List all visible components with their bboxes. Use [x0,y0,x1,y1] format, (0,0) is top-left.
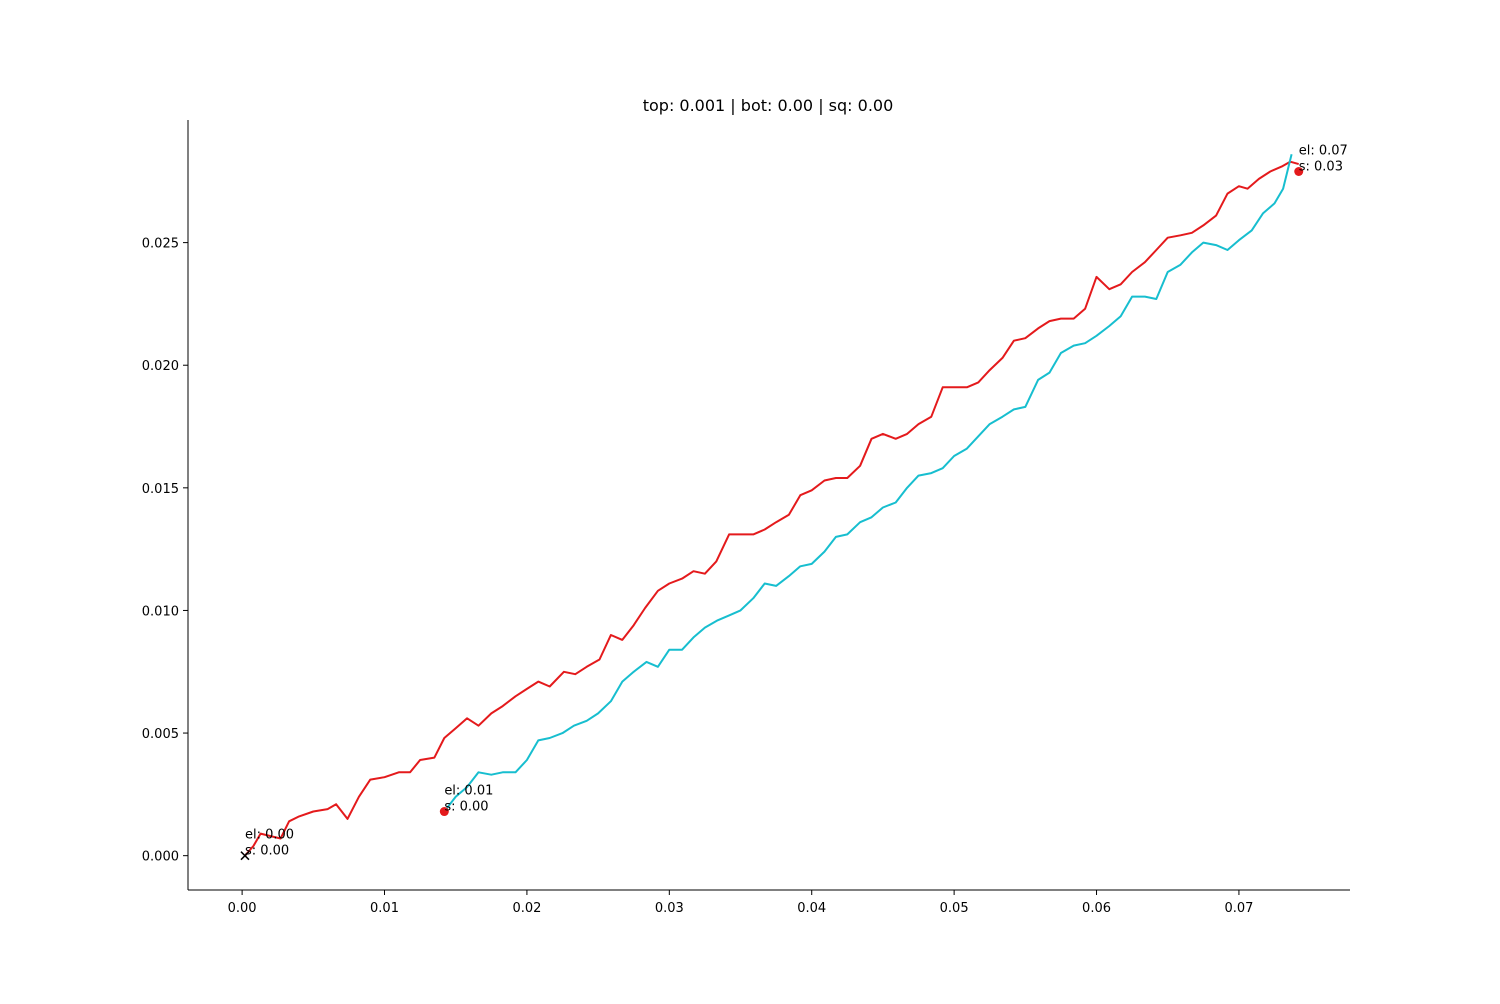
y-tick-label: 0.025 [142,237,179,252]
series-line-1 [244,160,1299,857]
y-tick-label: 0.020 [142,359,179,374]
y-tick-label: 0.015 [142,482,179,497]
start-x-marker [240,851,250,861]
x-tick-label: 0.01 [370,901,399,916]
point-marker-3 [1294,166,1304,176]
axes [187,120,1350,891]
x-tick-label: 0.04 [797,901,826,916]
annotation-s-1: s: 0.00 [245,844,289,859]
annotation-s-2: s: 0.00 [444,800,488,815]
x-tick-label: 0.00 [228,901,257,916]
y-ticks: 0.000 0.005 0.010 0.015 0.020 0.025 [142,237,188,865]
x-ticks: 0.00 0.01 0.02 0.03 0.04 0.05 0.06 0.07 [228,890,1253,916]
x-tick-label: 0.06 [1082,901,1111,916]
y-tick-label: 0.005 [142,727,179,742]
chart-title: top: 0.001 | bot: 0.00 | sq: 0.00 [643,96,894,115]
x-tick-label: 0.07 [1224,901,1253,916]
y-tick-label: 0.000 [142,850,179,865]
x-tick-label: 0.05 [940,901,969,916]
y-tick-label: 0.010 [142,604,179,619]
annotation-el-2: el: 0.01 [444,784,493,799]
x-tick-label: 0.03 [655,901,684,916]
series-line-2 [443,154,1293,813]
marker-layer [240,166,1304,861]
point-marker-2 [439,807,449,817]
annotation-s-3: s: 0.03 [1299,159,1343,174]
annotation-el-3: el: 0.07 [1299,143,1348,158]
annotation-el-1: el: 0.00 [245,828,294,843]
series-layer [244,154,1299,857]
x-tick-label: 0.02 [512,901,541,916]
